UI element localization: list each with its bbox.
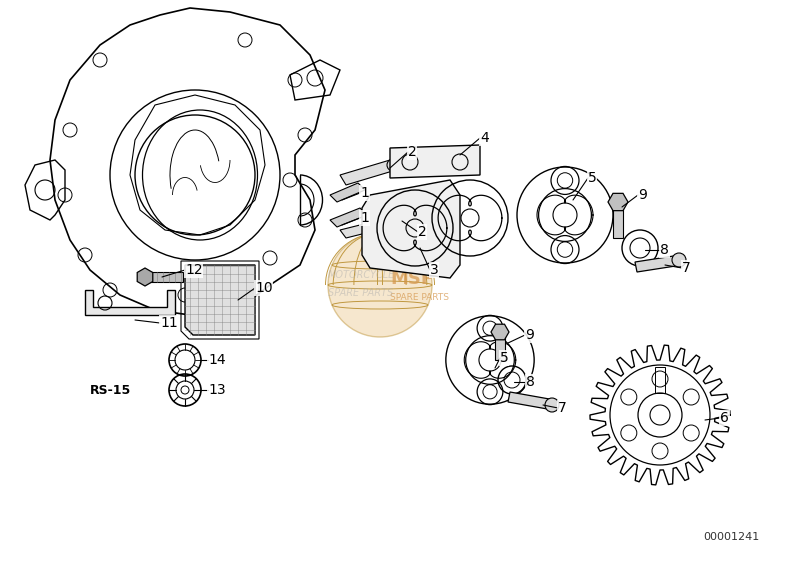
Text: 10: 10 — [255, 281, 273, 295]
Circle shape — [545, 398, 559, 412]
Polygon shape — [491, 324, 509, 340]
Text: 8: 8 — [526, 375, 535, 389]
Text: 12: 12 — [185, 263, 202, 277]
Text: 3: 3 — [430, 263, 438, 277]
Text: MSP: MSP — [390, 270, 434, 288]
Polygon shape — [613, 202, 623, 238]
Polygon shape — [340, 215, 406, 238]
Text: SPARE PARTS: SPARE PARTS — [390, 293, 449, 302]
Text: 7: 7 — [682, 261, 690, 275]
Text: 1: 1 — [360, 186, 369, 200]
Text: 2: 2 — [408, 145, 417, 159]
Polygon shape — [495, 332, 505, 360]
Text: 8: 8 — [660, 243, 669, 257]
Text: RS-15: RS-15 — [90, 384, 131, 397]
Text: 5: 5 — [588, 171, 597, 185]
Text: 9: 9 — [525, 328, 534, 342]
Polygon shape — [635, 255, 682, 272]
Polygon shape — [85, 290, 175, 315]
Text: 1: 1 — [360, 211, 369, 225]
Polygon shape — [340, 160, 396, 185]
Text: 00001241: 00001241 — [704, 532, 760, 542]
Polygon shape — [145, 272, 183, 282]
Text: 11: 11 — [160, 316, 178, 330]
Text: 13: 13 — [208, 383, 226, 397]
Circle shape — [328, 233, 432, 337]
Polygon shape — [330, 208, 367, 227]
Text: 14: 14 — [208, 353, 226, 367]
Text: 2: 2 — [418, 225, 426, 239]
Text: 4: 4 — [480, 131, 489, 145]
Text: SPARE PARTS: SPARE PARTS — [328, 288, 394, 298]
Polygon shape — [138, 268, 153, 286]
Polygon shape — [330, 183, 365, 202]
Polygon shape — [362, 180, 460, 278]
Text: 7: 7 — [558, 401, 566, 415]
Text: 5: 5 — [500, 351, 509, 365]
Text: MOTORCYCLE: MOTORCYCLE — [328, 270, 395, 280]
Polygon shape — [390, 145, 480, 178]
Polygon shape — [185, 265, 255, 335]
Polygon shape — [608, 193, 628, 211]
Circle shape — [387, 159, 399, 171]
Circle shape — [397, 213, 409, 225]
Text: 6: 6 — [720, 411, 729, 425]
Text: 9: 9 — [638, 188, 647, 202]
Polygon shape — [508, 392, 555, 410]
Circle shape — [672, 253, 686, 267]
